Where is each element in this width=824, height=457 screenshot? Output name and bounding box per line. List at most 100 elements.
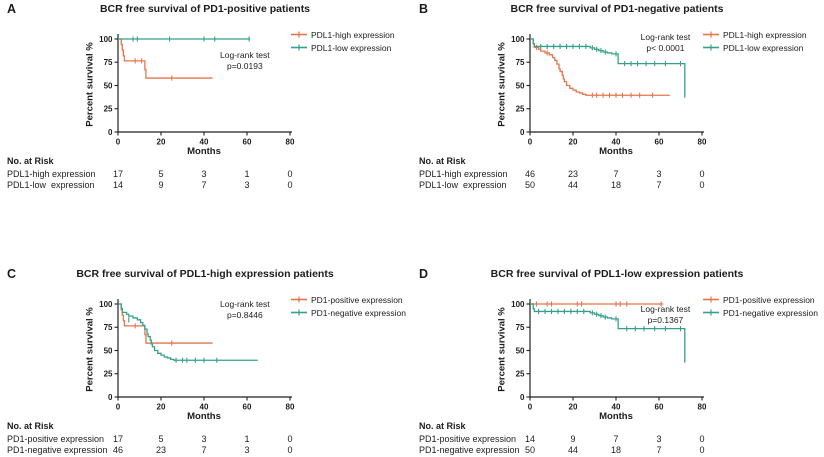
log-rank-annotation: Log-rank test p=0.1367 [641,304,691,326]
legend: PD1-positive expression PD1-negative expr… [291,293,406,319]
legend-item: PD1-positive expression [703,293,818,306]
x-tick-label: 60 [243,138,252,147]
y-tick-label: 50 [104,81,113,90]
risk-value: 0 [287,434,293,444]
x-tick-label: 80 [286,403,295,412]
risk-value: 7 [201,179,207,190]
legend-label: PDL1-high expression [723,29,807,40]
risk-row-label: PD1-positive expression [419,434,517,444]
y-tick-label: 75 [516,323,525,332]
legend-item: PD1-negative expression [291,306,406,319]
x-tick-label: 80 [286,138,295,147]
x-tick-label: 40 [612,138,621,147]
risk-value: 9 [570,434,576,444]
risk-value: 1 [244,434,250,444]
risk-row-label: PDL1-low expression [419,179,507,190]
legend: PDL1-high expression PDL1-low expression [291,28,395,54]
p-value: p=0.0193 [226,61,263,72]
x-tick-label: 20 [569,138,578,147]
survival-curve [118,303,213,344]
survival-curve [530,38,670,96]
legend-item: PDL1-low expression [291,41,395,54]
x-tick-label: 40 [200,403,209,412]
p-value: p< 0.0001 [646,42,685,53]
risk-value: 44 [567,179,578,190]
survival-curve [118,38,213,79]
legend-line-icon [703,309,719,316]
risk-value: 3 [656,169,662,179]
legend-label: PDL1-high expression [311,29,395,40]
log-rank-test-label: Log-rank test [220,298,270,309]
p-value: p=0.1367 [647,315,684,326]
panel-d: D BCR free survival of PDL1-low expressi… [412,229,824,457]
y-tick-label: 25 [516,370,525,379]
risk-value: 7 [201,444,207,455]
risk-value: 0 [699,444,705,455]
legend-line-icon [291,309,307,316]
x-tick-label: 80 [698,138,707,147]
legend-line-icon [703,31,719,38]
risk-value: 7 [613,434,619,444]
panel-letter: A [7,2,17,16]
x-axis-label: Months [187,411,221,422]
risk-value: 17 [112,169,123,179]
log-rank-annotation: Log-rank test p< 0.0001 [641,32,691,54]
x-axis-label: Months [599,411,633,422]
legend-item: PDL1-low expression [703,41,807,54]
y-tick-label: 75 [104,58,113,67]
legend-label: PD1-positive expression [311,294,403,305]
log-rank-annotation: Log-rank test p=0.8446 [220,299,270,321]
risk-value: 18 [610,179,621,190]
x-tick-label: 20 [569,403,578,412]
risk-value: 0 [287,444,293,455]
risk-row-label: PDL1-low expression [7,179,95,190]
risk-row-label: PD1-negative expression [7,444,108,455]
legend-label: PD1-positive expression [723,294,815,305]
y-tick-label: 25 [104,105,113,114]
log-rank-test-label: Log-rank test [640,31,691,42]
risk-value: 5 [158,434,164,444]
risk-value: 23 [155,444,166,455]
y-tick-label: 0 [520,128,525,137]
y-tick-label: 50 [516,346,525,355]
x-tick-label: 0 [528,403,533,412]
legend-line-icon [291,296,307,303]
log-rank-annotation: Log-rank test p=0.0193 [220,50,270,72]
risk-table-header: No. at Risk [419,421,466,431]
x-tick-label: 20 [157,403,166,412]
y-tick-label: 100 [99,35,113,44]
risk-value: 0 [699,169,705,179]
risk-value: 14 [524,434,535,444]
risk-value: 50 [524,179,535,190]
risk-value: 18 [610,444,621,455]
risk-value: 3 [244,444,250,455]
y-tick-label: 100 [99,300,113,309]
p-value: p=0.8446 [226,309,263,320]
x-tick-label: 60 [655,138,664,147]
risk-value: 0 [287,169,293,179]
risk-row-label: PDL1-high expression [419,169,508,179]
panel-c: C BCR free survival of PDL1-high express… [0,229,412,457]
panel-a: A BCR free survival of PD1-positive pati… [0,0,412,228]
x-tick-label: 20 [157,138,166,147]
risk-value: 50 [524,444,535,455]
legend: PDL1-high expression PDL1-low expression [703,28,807,54]
y-tick-label: 25 [516,105,525,114]
x-tick-label: 0 [116,403,121,412]
survival-plot: 0 20 40 60 80 0 25 50 75 100 [99,34,295,147]
y-tick-label: 100 [511,300,525,309]
risk-value: 1 [244,169,250,179]
x-tick-label: 0 [116,138,121,147]
x-tick-label: 60 [655,403,664,412]
risk-value: 7 [613,169,619,179]
log-rank-test-label: Log-rank test [640,304,691,315]
panel-title: BCR free survival of PDL1-high expressio… [76,268,334,280]
y-tick-label: 100 [511,35,525,44]
y-tick-label: 0 [108,128,113,137]
risk-value: 14 [112,179,123,190]
risk-row-label: PD1-positive expression [7,434,105,444]
y-tick-label: 75 [516,58,525,67]
risk-value: 3 [201,434,207,444]
x-tick-label: 80 [698,403,707,412]
